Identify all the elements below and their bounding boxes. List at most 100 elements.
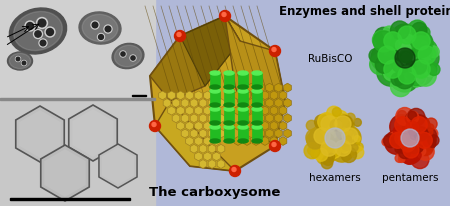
Ellipse shape — [252, 108, 262, 111]
Polygon shape — [150, 17, 240, 102]
Circle shape — [40, 41, 46, 47]
Circle shape — [220, 12, 230, 22]
Circle shape — [428, 135, 439, 146]
Circle shape — [336, 124, 353, 141]
Circle shape — [272, 143, 276, 147]
Circle shape — [404, 55, 421, 72]
Circle shape — [406, 115, 430, 139]
Polygon shape — [266, 99, 273, 108]
Circle shape — [317, 152, 329, 164]
Circle shape — [334, 135, 351, 152]
Ellipse shape — [14, 12, 62, 51]
Circle shape — [379, 52, 394, 66]
Circle shape — [131, 57, 135, 61]
Circle shape — [392, 44, 407, 60]
Circle shape — [399, 50, 408, 58]
Bar — [252, 91, 262, 105]
Circle shape — [337, 126, 361, 150]
Ellipse shape — [9, 54, 31, 69]
Polygon shape — [199, 99, 207, 108]
Polygon shape — [195, 152, 202, 161]
Polygon shape — [204, 91, 211, 100]
Circle shape — [321, 158, 333, 169]
Circle shape — [396, 36, 414, 55]
Circle shape — [416, 131, 423, 139]
Polygon shape — [181, 99, 189, 108]
Circle shape — [399, 147, 411, 159]
Circle shape — [399, 56, 414, 71]
Bar — [210, 74, 220, 88]
Polygon shape — [213, 137, 220, 146]
Polygon shape — [217, 145, 225, 153]
Circle shape — [406, 62, 416, 72]
Circle shape — [392, 77, 405, 90]
Ellipse shape — [112, 44, 144, 69]
Circle shape — [399, 35, 415, 51]
Circle shape — [308, 147, 316, 155]
Ellipse shape — [210, 72, 220, 76]
Polygon shape — [279, 107, 287, 115]
Circle shape — [22, 62, 26, 66]
Ellipse shape — [252, 139, 262, 143]
Circle shape — [424, 66, 436, 77]
Circle shape — [414, 45, 432, 63]
Circle shape — [321, 140, 337, 156]
Polygon shape — [19, 111, 61, 158]
Polygon shape — [238, 114, 246, 123]
Circle shape — [232, 168, 236, 172]
Circle shape — [385, 131, 409, 154]
Polygon shape — [199, 145, 207, 153]
Polygon shape — [274, 99, 282, 108]
Circle shape — [408, 125, 418, 135]
Circle shape — [423, 139, 432, 147]
Circle shape — [98, 34, 104, 41]
Circle shape — [406, 51, 414, 60]
Circle shape — [384, 33, 402, 51]
Circle shape — [325, 142, 342, 159]
Ellipse shape — [224, 125, 234, 129]
Circle shape — [383, 134, 397, 148]
Polygon shape — [186, 137, 194, 146]
Ellipse shape — [114, 46, 141, 67]
Circle shape — [404, 57, 415, 69]
Circle shape — [395, 46, 415, 66]
Circle shape — [405, 122, 419, 135]
Ellipse shape — [224, 121, 234, 125]
Circle shape — [396, 51, 412, 68]
Circle shape — [416, 133, 432, 149]
Circle shape — [272, 48, 276, 52]
Circle shape — [391, 25, 419, 53]
Circle shape — [405, 31, 433, 59]
Bar — [10, 198, 130, 200]
Circle shape — [390, 43, 410, 63]
Circle shape — [389, 62, 398, 71]
Ellipse shape — [224, 103, 234, 108]
Circle shape — [395, 117, 411, 133]
Ellipse shape — [79, 13, 121, 45]
Bar — [0, 99, 155, 206]
Polygon shape — [274, 84, 282, 93]
Polygon shape — [261, 122, 269, 131]
Circle shape — [423, 129, 436, 142]
Circle shape — [396, 40, 407, 52]
Bar — [238, 109, 248, 123]
Circle shape — [411, 45, 439, 73]
Circle shape — [315, 148, 328, 162]
Circle shape — [404, 51, 421, 68]
Circle shape — [410, 129, 425, 144]
Ellipse shape — [252, 85, 262, 90]
Polygon shape — [177, 122, 184, 131]
Polygon shape — [279, 122, 287, 131]
Polygon shape — [252, 91, 260, 100]
Ellipse shape — [224, 108, 234, 111]
Polygon shape — [208, 160, 216, 169]
Bar — [238, 74, 248, 88]
Polygon shape — [177, 107, 184, 116]
Circle shape — [397, 53, 410, 65]
Polygon shape — [195, 91, 202, 100]
Circle shape — [38, 20, 46, 28]
Polygon shape — [270, 137, 278, 146]
Circle shape — [342, 142, 355, 154]
Ellipse shape — [210, 108, 220, 111]
Polygon shape — [186, 107, 194, 116]
